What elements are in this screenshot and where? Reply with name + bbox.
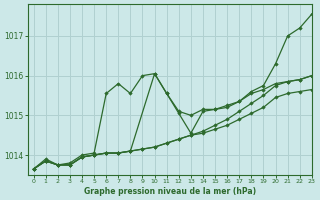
X-axis label: Graphe pression niveau de la mer (hPa): Graphe pression niveau de la mer (hPa) bbox=[84, 187, 256, 196]
